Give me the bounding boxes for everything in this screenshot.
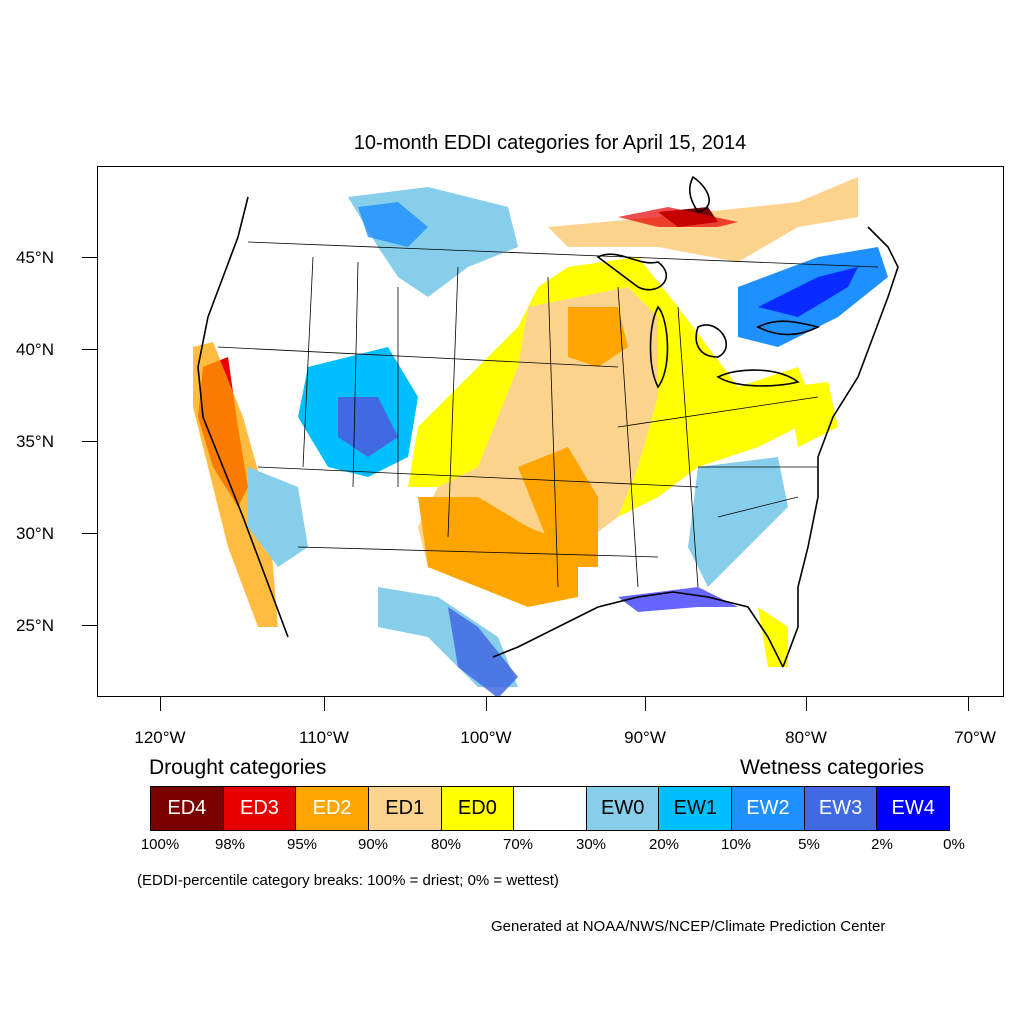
lon-tick-100 xyxy=(486,697,487,711)
break-label: 10% xyxy=(720,836,752,853)
coastlines xyxy=(197,175,899,668)
patch-ew2-northwest xyxy=(358,202,428,247)
patch-ew4-northeast xyxy=(758,267,858,317)
break-label: 98% xyxy=(214,836,246,853)
legend-cell-ew4: EW4 xyxy=(877,787,950,830)
legend-cell-ew0: EW0 xyxy=(586,787,660,830)
legend-cell-neutral xyxy=(514,787,587,830)
category-patches xyxy=(193,177,888,696)
map-frame xyxy=(97,166,1004,697)
legend-cell-ew2: EW2 xyxy=(732,787,805,830)
legend-cell-ed0: ED0 xyxy=(441,787,515,830)
break-label: 20% xyxy=(648,836,680,853)
patch-ew3-texas xyxy=(448,607,518,696)
lat-label-35: 35°N xyxy=(16,432,54,451)
break-label: 80% xyxy=(430,836,462,853)
break-label: 100% xyxy=(140,836,180,853)
legend-cell-ed1: ED1 xyxy=(368,787,442,830)
lon-tick-70 xyxy=(968,697,969,711)
state-borders xyxy=(217,241,879,588)
lat-tick-30 xyxy=(82,533,97,534)
lon-tick-80 xyxy=(806,697,807,711)
patch-ew4-gulfcoast xyxy=(618,587,738,612)
category-legend-bar: ED4 ED3 ED2 ED1 ED0 EW0 EW1 EW2 EW3 EW4 xyxy=(150,786,950,831)
legend-cell-ew3: EW3 xyxy=(804,787,878,830)
wetness-categories-heading: Wetness categories xyxy=(740,756,925,779)
break-label: 90% xyxy=(357,836,389,853)
category-breaks-note: (EDDI-percentile category breaks: 100% =… xyxy=(137,872,559,889)
lon-tick-90 xyxy=(645,697,646,711)
break-label: 0% xyxy=(943,836,965,853)
break-label: 70% xyxy=(502,836,534,853)
credit-line: Generated at NOAA/NWS/NCEP/Climate Predi… xyxy=(491,918,886,935)
lat-label-45: 45°N xyxy=(16,248,54,267)
lat-tick-45 xyxy=(82,257,97,258)
patch-ew0-southeast xyxy=(688,457,788,587)
lat-label-25: 25°N xyxy=(16,616,54,635)
break-label: 2% xyxy=(871,836,893,853)
legend-cell-ed3: ED3 xyxy=(223,787,297,830)
map-title-wrap: 10-month EDDI categories for April 15, 2… xyxy=(0,132,1024,155)
drought-categories-heading: Drought categories xyxy=(149,756,327,779)
lat-label-40: 40°N xyxy=(16,340,54,359)
break-label: 30% xyxy=(575,836,607,853)
patch-ed0-coast xyxy=(788,382,838,447)
map-title: 10-month EDDI categories for April 15, 2… xyxy=(353,132,747,154)
legend-cell-ed4: ED4 xyxy=(151,787,224,830)
break-label: 95% xyxy=(286,836,318,853)
patch-ed0-florida xyxy=(758,607,788,667)
lon-tick-120 xyxy=(160,697,161,711)
lat-label-30: 30°N xyxy=(16,524,54,543)
eddi-map xyxy=(193,167,1003,696)
patch-ed2-central xyxy=(418,497,578,607)
lat-tick-25 xyxy=(82,625,97,626)
lon-label-110: 110°W xyxy=(299,728,349,747)
lon-tick-110 xyxy=(324,697,325,711)
lat-tick-35 xyxy=(82,441,97,442)
patch-ew3-rockies xyxy=(338,397,398,457)
lon-label-100: 100°W xyxy=(460,728,512,747)
lon-label-80: 80°W xyxy=(785,728,827,747)
lon-label-90: 90°W xyxy=(624,728,666,747)
patch-ew0-southwest xyxy=(248,467,308,567)
lon-label-120: 120°W xyxy=(134,728,186,747)
patch-ed0-ring xyxy=(408,257,818,517)
lat-tick-40 xyxy=(82,349,97,350)
legend-cell-ed2: ED2 xyxy=(296,787,369,830)
patch-ed2-lakes xyxy=(568,307,628,367)
lon-label-70: 70°W xyxy=(954,728,996,747)
patch-ed2-south xyxy=(518,447,598,567)
patch-ed3-north xyxy=(618,207,738,227)
legend-cell-ew1: EW1 xyxy=(659,787,733,830)
break-label: 5% xyxy=(798,836,820,853)
